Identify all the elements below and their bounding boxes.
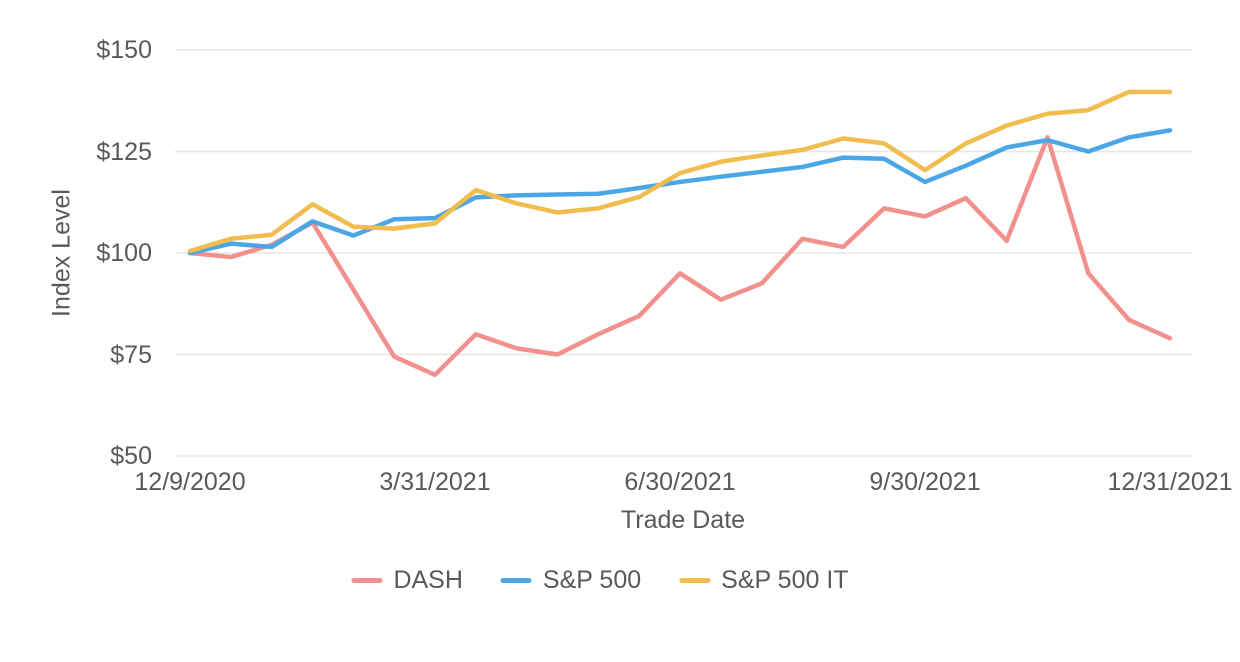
legend-swatch-dash — [351, 578, 383, 583]
x-axis-tick-label: 12/9/2020 — [134, 468, 246, 496]
series-line-dash — [187, 135, 1173, 378]
legend-label-sp500it: S&P 500 IT — [721, 566, 849, 594]
legend-swatch-sp500it — [679, 578, 711, 583]
x-axis-tick-label: 3/31/2021 — [379, 468, 491, 496]
legend-label-dash: DASH — [393, 566, 463, 594]
x-axis-title: Trade Date — [620, 506, 746, 534]
series-line-s-p-500 — [187, 128, 1173, 256]
x-axis-tick-label: 12/31/2021 — [1107, 468, 1233, 496]
legend-swatch-sp500 — [500, 578, 532, 583]
y-axis-tick-label: $150 — [96, 36, 152, 64]
y-axis-tick-label: $75 — [110, 341, 152, 369]
y-axis-tick-label: $100 — [96, 239, 152, 267]
x-axis-tick-label: 6/30/2021 — [624, 468, 736, 496]
y-axis-title: Index Level — [47, 189, 76, 317]
legend: DASH S&P 500 S&P 500 IT — [351, 566, 849, 595]
x-axis-tick-label: 9/30/2021 — [869, 468, 981, 496]
legend-label-sp500: S&P 500 — [542, 566, 642, 594]
legend-item-sp500: S&P 500 — [500, 566, 642, 595]
y-axis-tick-label: $50 — [110, 442, 152, 470]
y-axis-tick-label: $125 — [96, 138, 152, 166]
legend-item-sp500it: S&P 500 IT — [679, 566, 849, 595]
series-line-s-p-500-it — [187, 89, 1173, 254]
legend-item-dash: DASH — [351, 566, 463, 595]
